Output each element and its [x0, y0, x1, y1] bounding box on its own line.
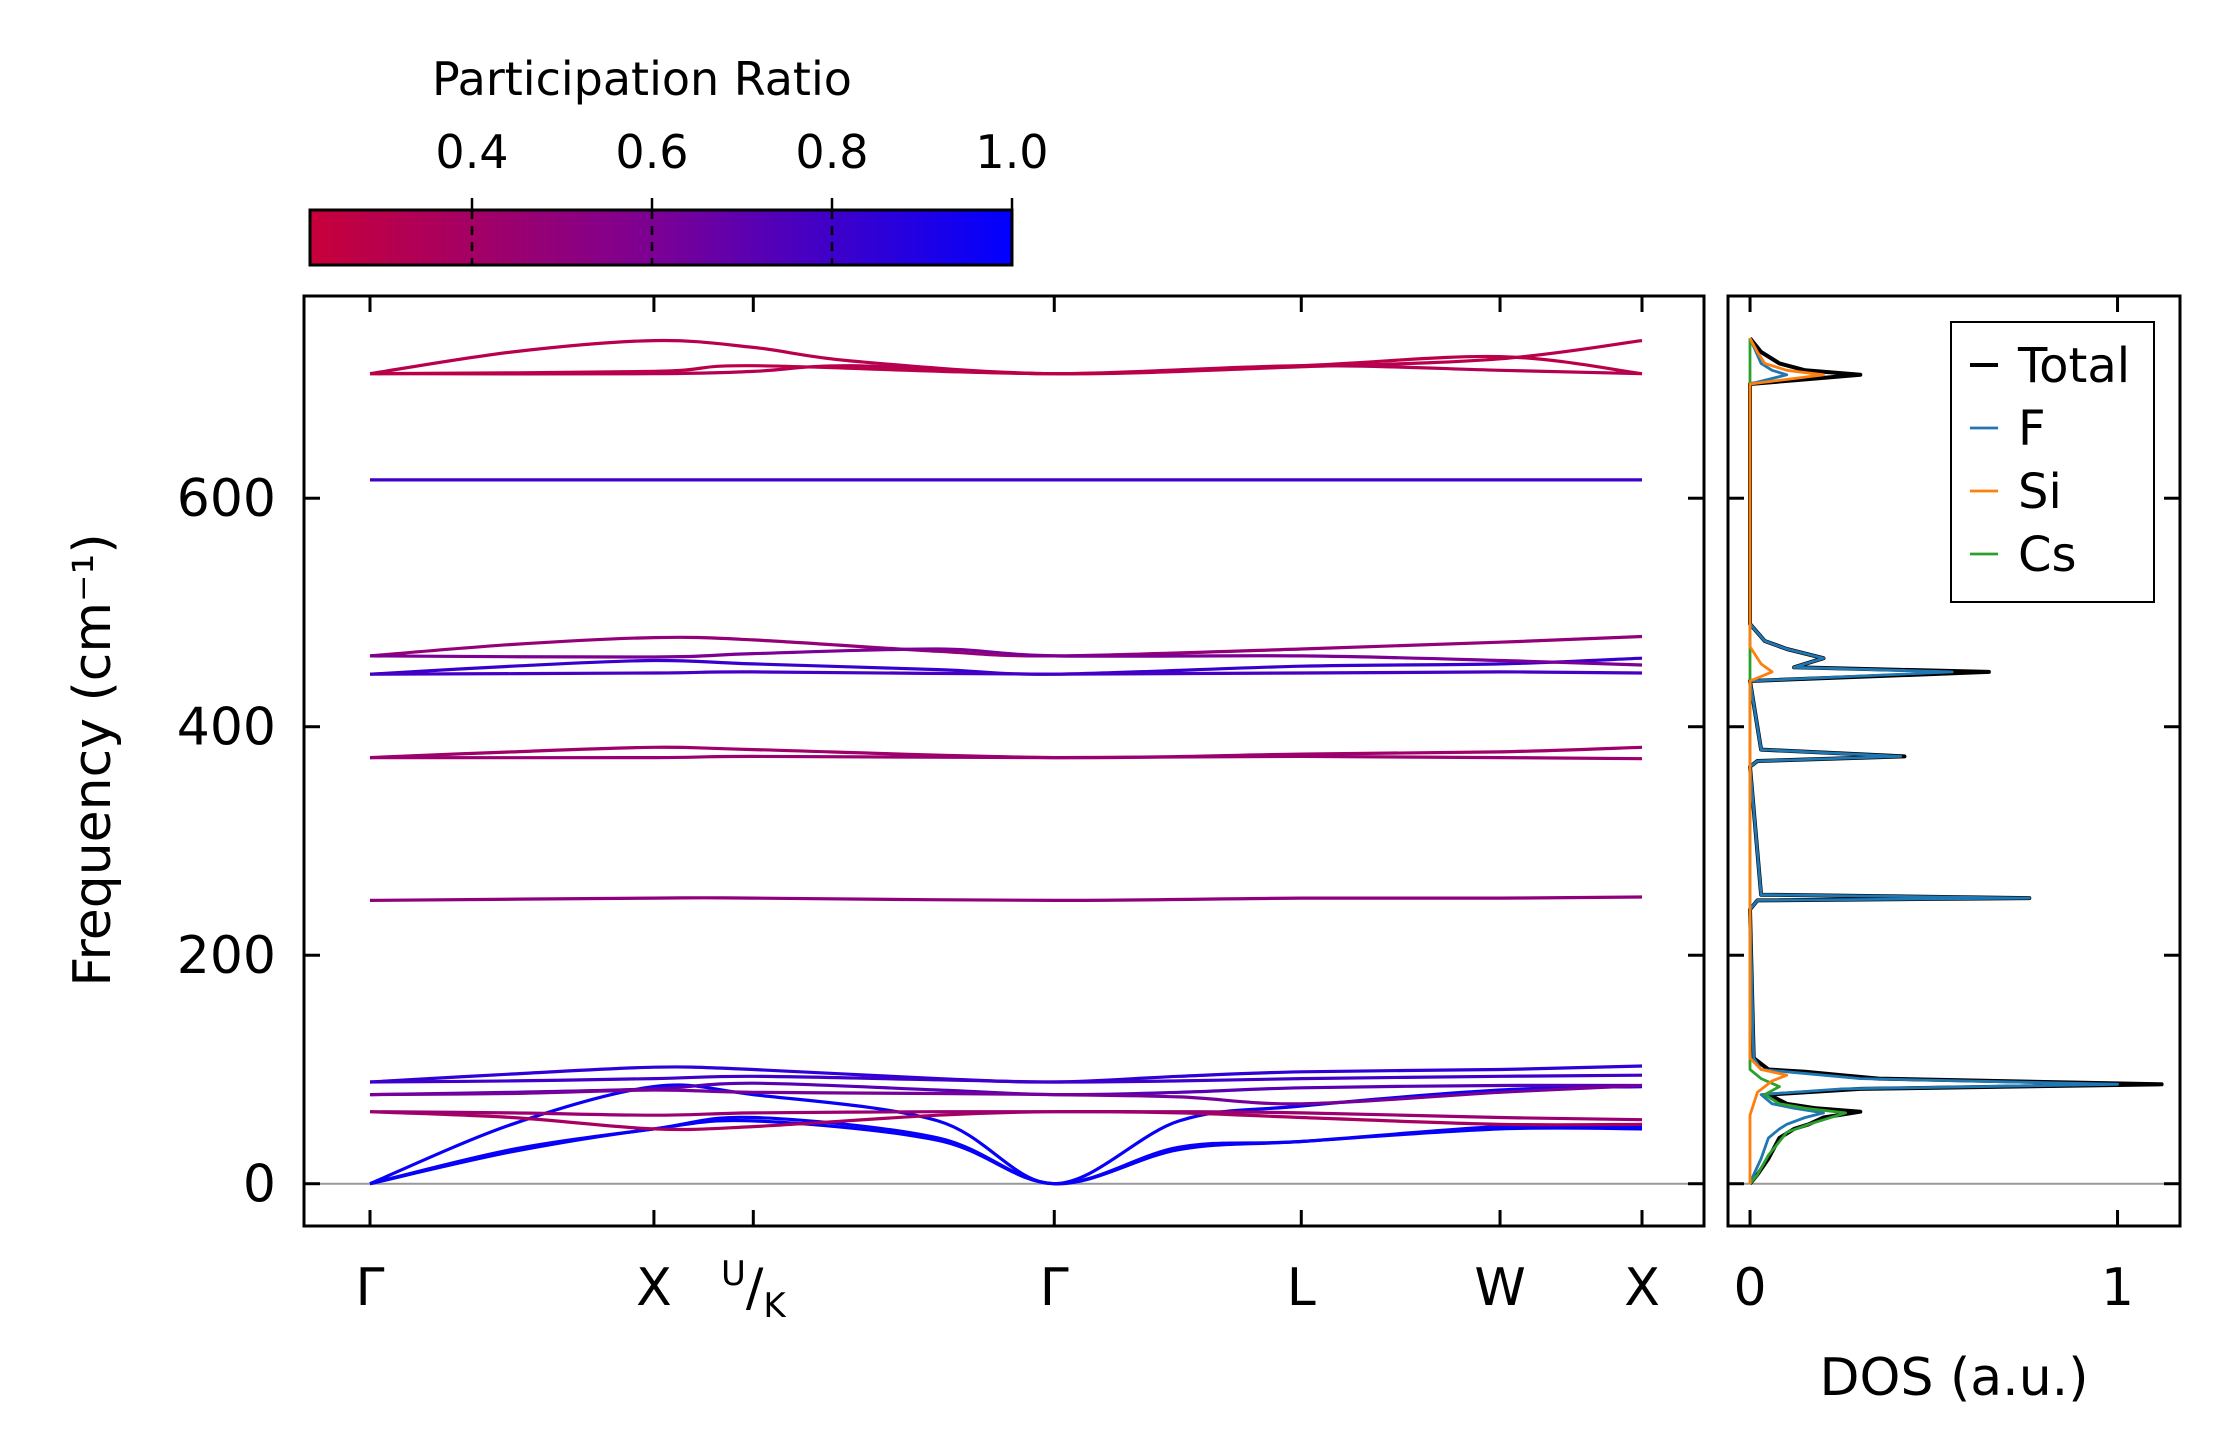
k-point-label: X: [1624, 1258, 1660, 1318]
k-point-label: Γ: [1040, 1258, 1069, 1318]
band-line-optic-89b: [369, 1073, 1643, 1084]
band-line-optic-446a: [369, 656, 1643, 676]
y-tick-label: 600: [177, 469, 276, 529]
dos-legend: Total F Si Cs: [1950, 321, 2155, 603]
band-line-optic-462a: [369, 634, 1643, 658]
dos-x-tick-label: 1: [2101, 1258, 2134, 1318]
k-point-label: X: [636, 1258, 672, 1318]
y-axis-label: Frequency (cm⁻¹): [63, 533, 123, 986]
dos-axes-frame: [1726, 294, 2182, 1228]
colorbar-title: Participation Ratio: [432, 52, 852, 106]
legend-label-f: F: [2018, 401, 2046, 457]
band-structure-panel: 0 200 400 600 Γ X U/K Γ L W X Frequency (cm⁻¹): [63, 294, 2180, 1326]
k-point-label: W: [1474, 1258, 1525, 1318]
legend-label-si: Si: [2018, 464, 2062, 520]
band-line-optic-709c: [369, 354, 1643, 376]
y-tick-label: 400: [177, 698, 276, 758]
band-line-optic-373b: [369, 754, 1643, 761]
y-tick-label: 200: [177, 926, 276, 986]
dos-line-si: [1748, 337, 1825, 1184]
y-tick-label: 0: [243, 1155, 276, 1215]
band-line-optic-80b: [369, 1083, 1643, 1106]
colorbar-tick-label: 0.4: [435, 125, 508, 179]
colorbar: Participation Ratio 0.4 0.6 0.8 1.0: [308, 52, 1049, 267]
band-line-optic-63b: [369, 1110, 1643, 1122]
band-line-optic-709a: [369, 338, 1643, 376]
x-axis-label-dos: DOS (a.u.): [1820, 1348, 2089, 1408]
dos-x-tick-label: 0: [1734, 1258, 1767, 1318]
band-line-optic-446b: [369, 670, 1643, 676]
colorbar-gradient: [308, 208, 1014, 267]
band-line-optic-248: [369, 895, 1643, 902]
colorbar-tick-label: 1.0: [975, 125, 1048, 179]
k-point-label: U/K: [721, 1254, 787, 1326]
k-point-label: L: [1287, 1258, 1316, 1318]
dos-panel: 0 1 DOS (a.u.) Total F Si Cs: [1726, 294, 2182, 1408]
colorbar-tick-label: 0.6: [615, 125, 688, 179]
legend-label-total: Total: [2017, 338, 2130, 394]
k-point-label: Γ: [356, 1258, 385, 1318]
dos-line-cs: [1748, 338, 1847, 1185]
colorbar-tick-label: 0.8: [795, 125, 868, 179]
dos-line-f: [1748, 337, 2119, 1185]
band-line-optic-462b: [369, 647, 1643, 667]
legend-label-cs: Cs: [2018, 527, 2077, 583]
band-axes-frame: [302, 294, 1706, 1228]
band-line-acoustic-2: [369, 1115, 1643, 1186]
